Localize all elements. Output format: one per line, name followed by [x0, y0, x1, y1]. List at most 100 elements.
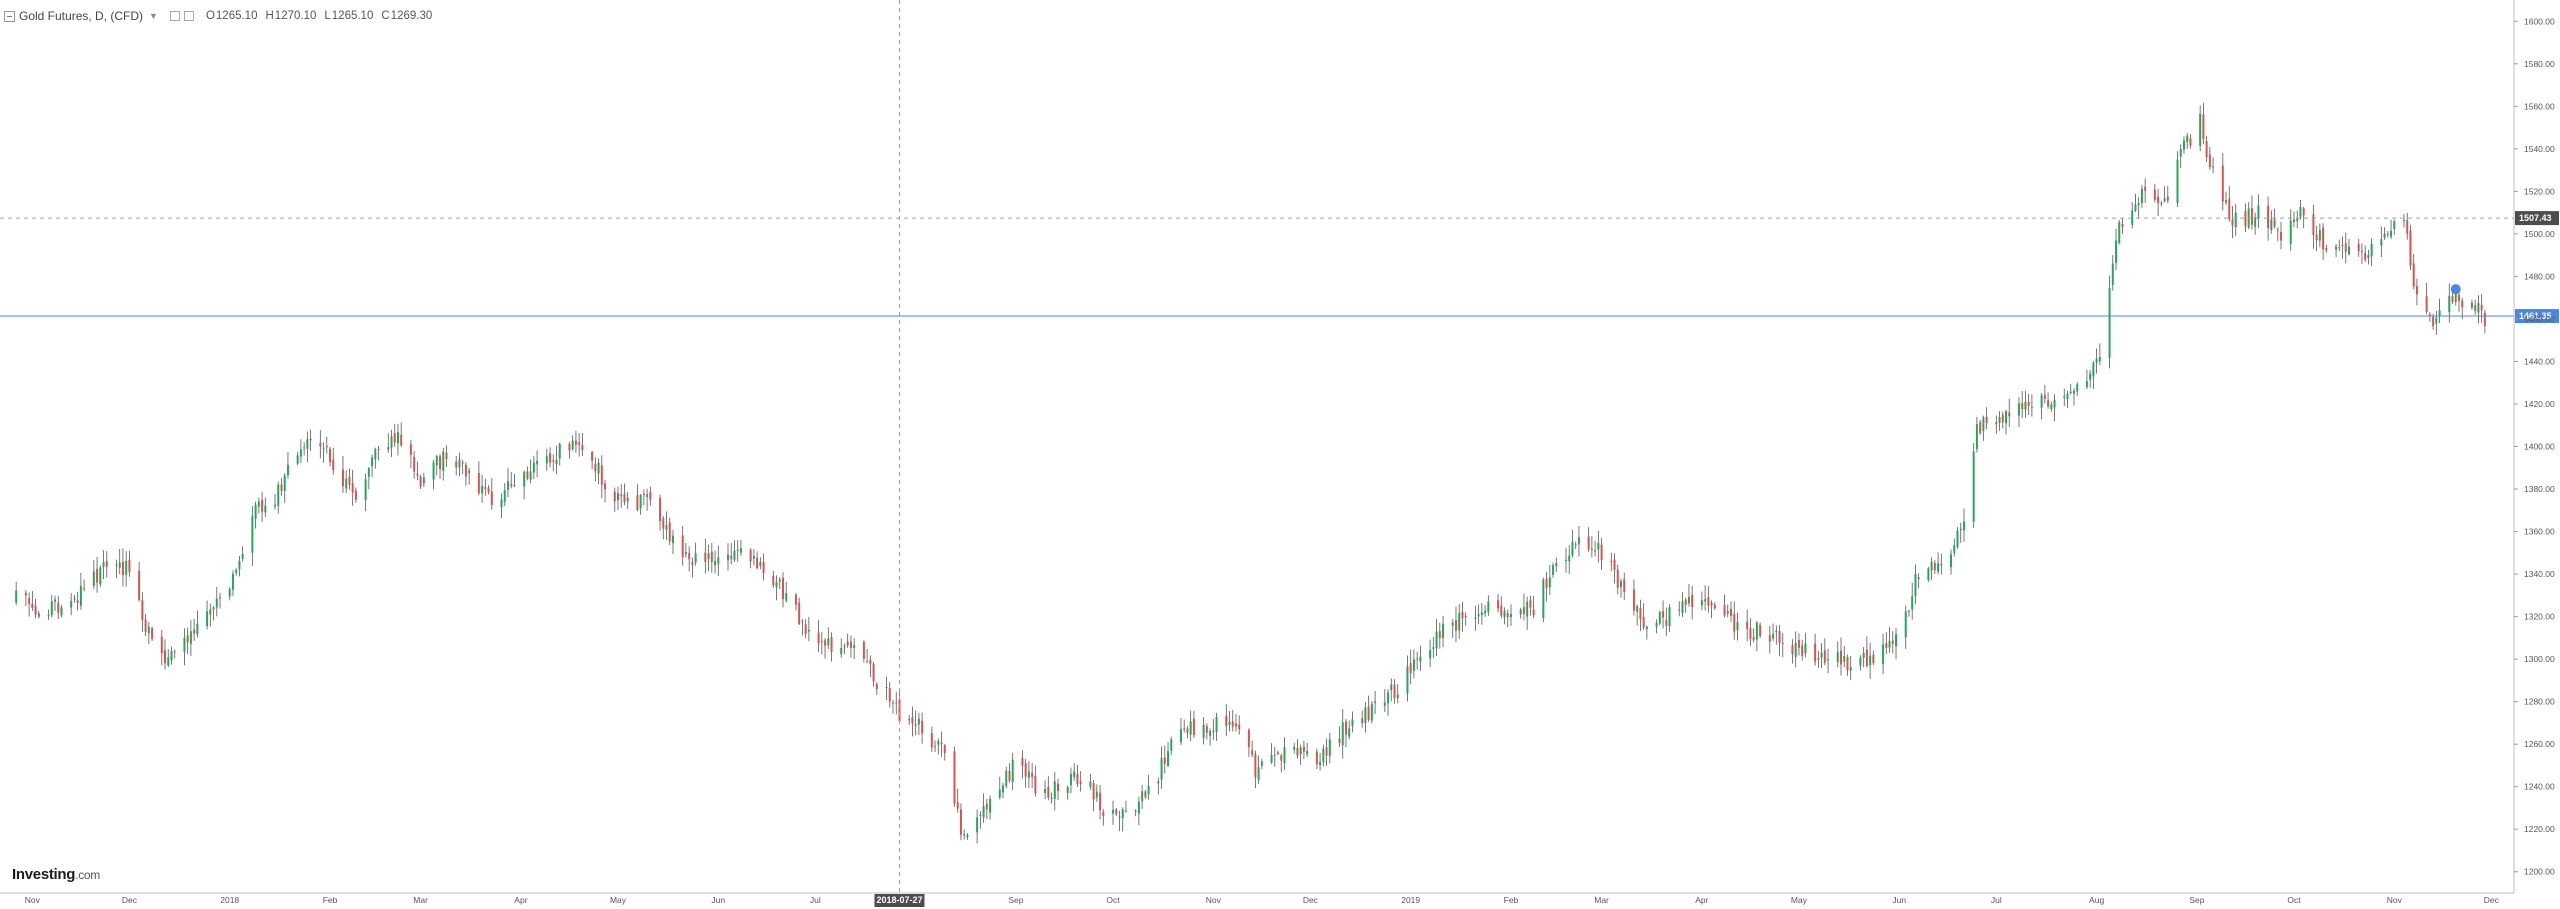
candle-up: [1658, 612, 1661, 624]
symbol-title[interactable]: Gold Futures, D, (CFD): [19, 9, 144, 23]
candle-down: [2386, 234, 2389, 236]
candle-up: [2234, 212, 2237, 228]
candle-up: [555, 459, 558, 465]
price-axis[interactable]: 1200.00 1220.00 1240.00 1260.00 1280.00 1300.…: [2514, 16, 2555, 877]
time-tick-label: Jul: [810, 895, 821, 905]
candle-down: [445, 452, 448, 459]
candle-down: [2451, 296, 2454, 303]
candle-up: [937, 740, 940, 745]
logo-suffix: .com: [75, 868, 100, 882]
candle-down: [2001, 415, 2004, 423]
candle-down: [549, 453, 552, 463]
candle-up: [1911, 596, 1914, 610]
candle-down: [1545, 578, 1548, 589]
candle-down: [1733, 613, 1736, 632]
candle-down: [1979, 422, 1982, 433]
candle-up: [2383, 233, 2386, 238]
candle-down: [1374, 701, 1377, 704]
candle-up: [707, 553, 710, 559]
candle-up: [264, 505, 267, 513]
candle-down: [2302, 208, 2305, 216]
candle-up: [1419, 656, 1422, 662]
candle-up: [1519, 609, 1522, 615]
candle-up: [1005, 770, 1008, 786]
candle-up: [820, 641, 823, 643]
candle-down: [600, 465, 603, 485]
time-tick-label: Mar: [413, 895, 428, 905]
plot-area[interactable]: [0, 0, 2514, 893]
candle-down: [1678, 609, 1681, 611]
candle-down: [869, 659, 872, 665]
candle-down: [186, 635, 189, 643]
candle-up: [2270, 219, 2273, 231]
candle-down: [552, 460, 555, 462]
candle-up: [2289, 220, 2292, 244]
candle-up: [1050, 797, 1053, 799]
candle-up: [1257, 767, 1260, 780]
candle-down: [2292, 219, 2295, 222]
eye-icon[interactable]: [169, 11, 180, 21]
candle-down: [83, 588, 86, 590]
price-tick-label: 1440.00: [2524, 356, 2555, 366]
candle-down: [141, 600, 144, 620]
candle-down: [2344, 243, 2347, 252]
price-tick-label: 1220.00: [2524, 824, 2555, 834]
candle-down: [332, 459, 335, 471]
crosshair-price-label: 1507.43: [2519, 213, 2552, 223]
candle-down: [1344, 721, 1347, 735]
candle-down: [1529, 600, 1532, 608]
candle-down: [1590, 548, 1593, 550]
candle-up: [1293, 746, 1296, 750]
candle-up: [219, 597, 222, 599]
candle-up: [917, 718, 920, 725]
candle-up: [846, 641, 849, 646]
candle-up: [2069, 391, 2072, 394]
candle-down: [1079, 781, 1082, 784]
time-tick-label: Nov: [2387, 895, 2403, 905]
candle-down: [578, 442, 581, 445]
candle-up: [2338, 247, 2341, 249]
price-tick-label: 1360.00: [2524, 527, 2555, 537]
candle-down: [2030, 407, 2033, 409]
candle-down: [1231, 721, 1234, 727]
candle-up: [1907, 611, 1910, 613]
candle-down: [477, 473, 480, 494]
candle-up: [1383, 702, 1386, 706]
candle-up: [1503, 611, 1506, 618]
price-tick-label: 1320.00: [2524, 612, 2555, 622]
candle-up: [1179, 728, 1182, 743]
candle-down: [348, 476, 351, 485]
candle-down: [96, 568, 99, 583]
candle-up: [1406, 666, 1409, 694]
candle-up: [1480, 612, 1483, 616]
event-marker-icon[interactable]: [2450, 284, 2461, 295]
chevron-down-icon[interactable]: ▼: [149, 11, 158, 21]
candle-up: [1975, 424, 1978, 449]
low-value: 1265.10: [331, 10, 374, 22]
candle-up: [251, 516, 254, 553]
candle-down: [2021, 403, 2024, 410]
candle-down: [1464, 615, 1467, 617]
candle-up: [2089, 373, 2092, 380]
price-tick-label: 1400.00: [2524, 442, 2555, 452]
candle-up: [2140, 188, 2143, 203]
candle-down: [484, 487, 487, 490]
candle-up: [1962, 521, 1965, 531]
time-axis[interactable]: Nov Dec 2018 Feb Mar Apr May Jun Jul 2018-07-27 Se…: [25, 894, 2500, 907]
candle-down: [1008, 770, 1011, 781]
candle-up: [1895, 634, 1898, 647]
candle-down: [1940, 563, 1943, 566]
candle-down: [636, 495, 639, 511]
price-tick-label: 1340.00: [2524, 569, 2555, 579]
candle-up: [1170, 739, 1173, 751]
candle-down: [490, 491, 493, 505]
candle-up: [2390, 230, 2393, 237]
candle-up: [189, 631, 192, 645]
candle-up: [277, 484, 280, 506]
price-tick-label: 1540.00: [2524, 144, 2555, 154]
settings-icon[interactable]: [183, 11, 194, 21]
collapse-legend-icon[interactable]: [4, 10, 15, 22]
candle-down: [377, 448, 380, 450]
candle-down: [1497, 600, 1500, 609]
